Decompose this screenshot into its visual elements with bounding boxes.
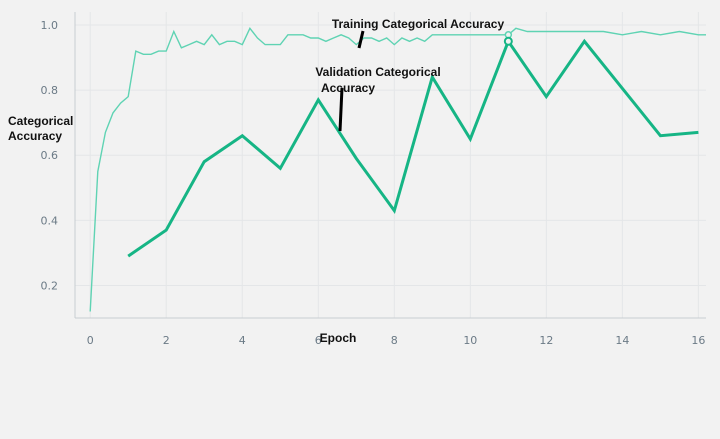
x-tick-label: 8 [391, 334, 398, 347]
x-tick-label: 6 [315, 334, 322, 347]
tick-labels: 0.2 0.4 0.6 0.8 1.0 0 2 4 6 8 10 12 14 16 [41, 19, 706, 347]
validation-accuracy-line [127, 38, 699, 258]
series [89, 26, 706, 312]
x-axis-label: Epoch [320, 331, 357, 345]
x-tick-label: 14 [615, 334, 629, 347]
y-tick-label: 0.6 [41, 149, 59, 162]
x-tick-label: 12 [539, 334, 553, 347]
axes [74, 12, 706, 319]
training-annotation: Training Categorical Accuracy [332, 17, 505, 31]
annotations: Training Categorical Accuracy Validation … [315, 17, 505, 132]
y-axis-label-line-1: Categorical [8, 114, 73, 128]
y-tick-label: 0.8 [41, 84, 59, 97]
training-annotation-pointer [357, 30, 365, 49]
y-axis-label-line-2: Accuracy [8, 129, 62, 143]
x-tick-label: 4 [239, 334, 246, 347]
x-tick-label: 16 [691, 334, 705, 347]
validation-annotation: Validation Categorical Accuracy [315, 65, 440, 95]
y-tick-label: 0.2 [41, 279, 59, 292]
y-axis-label: Categorical Accuracy [8, 114, 77, 143]
x-tick-label: 10 [463, 334, 477, 347]
y-tick-label: 1.0 [41, 19, 59, 32]
x-tick-label: 0 [87, 334, 94, 347]
validation-annotation-pointer [338, 87, 344, 132]
training-accuracy-line [89, 26, 706, 312]
y-tick-label: 0.4 [41, 214, 59, 227]
validation-hover-marker [503, 36, 513, 46]
grid [75, 12, 706, 318]
x-tick-label: 2 [163, 334, 170, 347]
validation-annotation-line-1: Validation Categorical [315, 65, 440, 79]
validation-annotation-line-2: Accuracy [321, 81, 375, 95]
